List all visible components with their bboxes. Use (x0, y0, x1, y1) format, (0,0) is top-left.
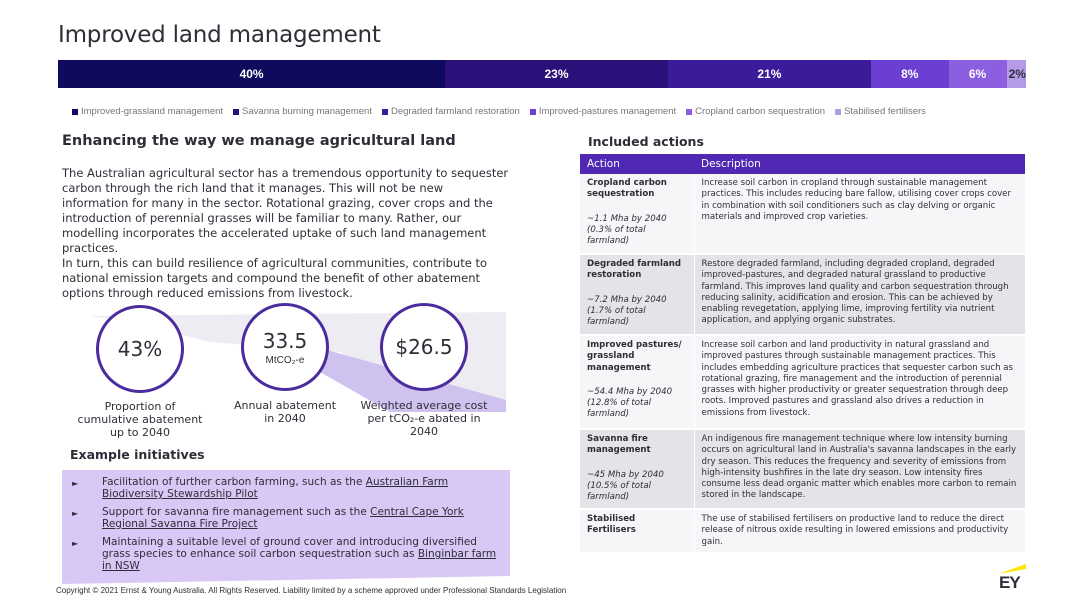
legend-item: Savanna burning management (233, 106, 372, 117)
example-initiatives-heading: Example initiatives (70, 447, 205, 462)
bar-segment: 40% (58, 60, 446, 88)
stat-circle-weighted-cost: $26.5 (380, 303, 468, 391)
stat-caption: Proportion of cumulative abatement up to… (77, 400, 203, 439)
description-cell: The use of stabilised fertilisers on pro… (694, 509, 1025, 554)
ey-logo-icon (998, 564, 1026, 574)
page-title: Improved land management (58, 22, 381, 48)
table-row: Cropland carbon sequestration ~1.1 Mha b… (580, 174, 1025, 255)
legend-swatch-icon (835, 108, 842, 115)
initiative-link[interactable]: Australian Farm Biodiversity Stewardship… (102, 476, 449, 500)
triangle-bullet-icon: ► (72, 509, 79, 518)
intro-heading: Enhancing the way we manage agricultural… (62, 133, 456, 149)
initiative-text: Facilitation of further carbon farming, … (102, 476, 366, 488)
action-name: Savanna fire management (587, 434, 651, 456)
legend-item: Improved-grassland management (72, 106, 223, 117)
legend-item: Improved-pastures management (529, 106, 677, 117)
bar-segment: 21% (667, 60, 872, 88)
stat-value: $26.5 (395, 335, 453, 359)
action-metric: ~45 Mha by 2040 (10.5% of total farmland… (587, 469, 664, 503)
bar-segment: 2% (1006, 60, 1026, 88)
action-cell: Degraded farmland restoration ~7.2 Mha b… (580, 254, 695, 336)
legend-item: Cropland carbon sequestration (686, 106, 825, 117)
ey-logo-text: EY (999, 573, 1021, 592)
legend-item: Stabilised fertilisers (835, 106, 926, 117)
stat-caption: Weighted average cost per tCO₂-e abated … (360, 399, 488, 438)
triangle-bullet-icon: ► (72, 539, 79, 548)
legend-swatch-icon (72, 108, 78, 115)
initiative-text: Support for savanna fire management such… (102, 506, 371, 518)
legend-item: Degraded farmland restoration (381, 106, 520, 117)
legend-label: Improved-grassland management (81, 106, 224, 117)
action-name: Improved pastures/ grassland management (587, 340, 682, 373)
action-metric: ~1.1 Mha by 2040 (0.3% of total farmland… (587, 213, 667, 247)
description-cell: An indigenous fire management technique … (694, 429, 1025, 510)
legend-swatch-icon (381, 108, 388, 115)
legend-swatch-icon (686, 108, 693, 115)
column-header-action: Action (580, 154, 694, 174)
column-header-description: Description (694, 154, 1025, 174)
action-name: Stabilised Fertilisers (587, 514, 636, 536)
bar-segment: 23% (445, 60, 668, 88)
included-actions-table: Action Description Cropland carbon seque… (580, 154, 1025, 554)
action-metric: ~54.4 Mha by 2040 (12.8% of total farmla… (587, 386, 673, 420)
description-cell: Increase soil carbon in cropland through… (694, 174, 1025, 255)
table-row: Improved pastures/ grassland management … (580, 335, 1025, 430)
table-header-row: Action Description (580, 154, 1025, 174)
intro-paragraph-2: In turn, this can build resilience of ag… (62, 256, 488, 300)
action-cell: Improved pastures/ grassland management … (580, 335, 695, 430)
initiative-link[interactable]: Binginbar farm in NSW (102, 548, 497, 572)
bar-segment: 6% (948, 60, 1007, 88)
legend-swatch-icon (233, 108, 240, 115)
action-cell: Stabilised Fertilisers (580, 509, 695, 554)
stat-caption: Annual abatement in 2040 (233, 399, 337, 425)
action-metric: ~7.2 Mha by 2040 (1.7% of total farmland… (587, 294, 667, 328)
action-cell: Cropland carbon sequestration ~1.1 Mha b… (580, 174, 695, 255)
table-row: Savanna fire management ~45 Mha by 2040 … (580, 429, 1025, 510)
legend-swatch-icon (529, 108, 536, 115)
table-row: Degraded farmland restoration ~7.2 Mha b… (580, 254, 1025, 336)
copyright-footer: Copyright © 2021 Ernst & Young Australia… (56, 586, 567, 595)
triangle-bullet-icon: ► (72, 479, 79, 488)
list-item: ► Facilitation of further carbon farming… (72, 476, 502, 500)
action-name: Degraded farmland restoration (587, 259, 682, 281)
intro-paragraph-1: The Australian agricultural sector has a… (62, 166, 509, 255)
stat-circle-abatement-share: 43% (96, 305, 184, 393)
initiative-text: Maintaining a suitable level of ground c… (102, 536, 477, 560)
list-item: ► Maintaining a suitable level of ground… (72, 536, 502, 572)
legend-label: Cropland carbon sequestration (695, 106, 826, 117)
legend-label: Improved-pastures management (538, 106, 677, 117)
table-row: Stabilised Fertilisers The use of stabil… (580, 509, 1025, 554)
action-name: Cropland carbon sequestration (587, 178, 667, 200)
initiative-link[interactable]: Central Cape York Regional Savanna Fire … (102, 506, 464, 530)
list-item: ► Support for savanna fire management su… (72, 506, 502, 530)
description-cell: Restore degraded farmland, including deg… (694, 254, 1025, 336)
breakdown-legend: Improved-grassland management Savanna bur… (72, 106, 926, 117)
legend-label: Degraded farmland restoration (390, 106, 520, 117)
stat-value: 43% (117, 337, 163, 361)
stat-unit: MtCO₂-e (265, 354, 305, 366)
stat-value: 33.5 (262, 328, 308, 353)
legend-label: Stabilised fertilisers (844, 106, 926, 117)
example-initiatives-panel: ► Facilitation of further carbon farming… (62, 470, 510, 584)
abatement-breakdown-bar: 40% 23% 21% 8% 6% 2% (58, 60, 1026, 88)
included-actions-heading: Included actions (588, 134, 704, 149)
bar-segment: 8% (871, 60, 949, 88)
stat-circle-annual-abatement: 33.5 MtCO₂-e (241, 303, 329, 391)
description-cell: Increase soil carbon and land productivi… (694, 335, 1025, 430)
action-cell: Savanna fire management ~45 Mha by 2040 … (580, 429, 695, 510)
legend-label: Savanna burning management (242, 106, 372, 117)
